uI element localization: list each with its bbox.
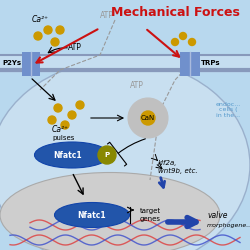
Circle shape (98, 146, 116, 164)
Circle shape (56, 26, 64, 34)
Text: CaN: CaN (141, 115, 155, 121)
Text: morphogene...: morphogene... (207, 223, 250, 228)
Text: Nfatc1: Nfatc1 (78, 210, 106, 220)
Circle shape (54, 104, 62, 112)
Text: Ca²⁺: Ca²⁺ (52, 125, 69, 134)
Circle shape (61, 121, 69, 129)
Text: ATP: ATP (130, 81, 144, 90)
Circle shape (76, 101, 84, 109)
Text: TRPs: TRPs (201, 60, 221, 66)
Text: target
genes: target genes (140, 208, 161, 222)
Ellipse shape (34, 142, 110, 168)
Circle shape (141, 111, 155, 125)
Text: valve: valve (207, 211, 228, 220)
Circle shape (48, 116, 56, 124)
Text: Ca²⁺: Ca²⁺ (32, 15, 49, 24)
Text: P: P (104, 152, 110, 158)
Ellipse shape (0, 172, 220, 250)
Bar (180, 52, 200, 76)
Circle shape (188, 38, 196, 46)
Circle shape (180, 32, 186, 40)
Circle shape (172, 38, 178, 46)
Text: Nfatc1: Nfatc1 (54, 150, 82, 160)
Text: P2Ys: P2Ys (2, 60, 21, 66)
Circle shape (51, 38, 59, 46)
Text: pulses: pulses (52, 135, 74, 141)
Text: ATP: ATP (68, 43, 82, 52)
Text: endoc...
cells (
in the...: endoc... cells ( in the... (216, 102, 240, 118)
Circle shape (44, 26, 52, 34)
Text: ATP: ATP (100, 11, 114, 20)
Bar (0, 55, 250, 71)
Circle shape (128, 98, 168, 138)
Bar (22, 52, 40, 76)
Ellipse shape (54, 202, 130, 228)
Text: wnt9b, etc.: wnt9b, etc. (158, 168, 198, 174)
Circle shape (68, 111, 76, 119)
Circle shape (34, 32, 42, 40)
Text: klf2a,: klf2a, (158, 160, 178, 166)
Ellipse shape (0, 60, 250, 250)
Text: Mechanical Forces: Mechanical Forces (110, 6, 240, 18)
